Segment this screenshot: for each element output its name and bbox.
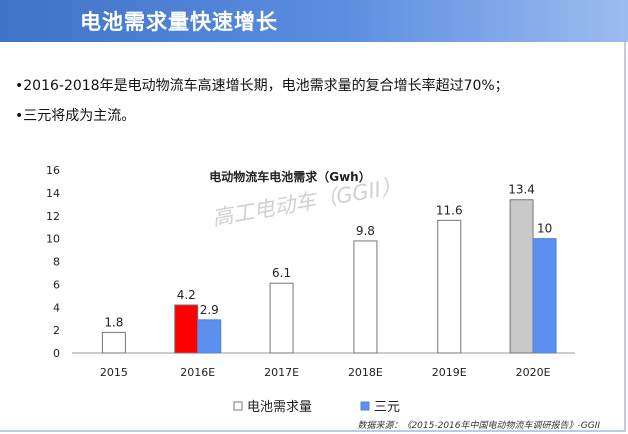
data-label-battery-demand: 1.8 [104, 315, 123, 329]
chart-title: 电动物流车电池需求（Gwh） [209, 169, 370, 184]
data-label-ternary: 2.9 [200, 303, 219, 317]
data-label-battery-demand: 4.2 [177, 288, 196, 302]
bullet-point-2: •三元将成为主流。 [15, 108, 136, 124]
legend-swatch-battery-demand [233, 401, 243, 411]
data-label-battery-demand: 9.8 [356, 224, 375, 238]
x-tick-label: 2018E [348, 366, 383, 379]
page-title: 电池需求量快速增长 [80, 10, 278, 34]
legend-label-ternary: 三元 [374, 400, 400, 415]
x-tick-label: 2017E [264, 366, 299, 379]
y-tick-label: 14 [46, 187, 60, 200]
bar-battery-demand [437, 219, 462, 354]
bar-ternary [197, 319, 222, 354]
data-label-battery-demand: 6.1 [272, 266, 291, 280]
x-tick-label: 2020E [516, 366, 551, 379]
y-tick-label: 4 [53, 301, 60, 314]
header-bar: 电池需求量快速增长 [0, 0, 628, 42]
data-label-battery-demand: 11.6 [436, 203, 463, 217]
y-tick-label: 0 [53, 347, 60, 360]
source-note: 数据来源：《2015-2016年中国电动物流车调研报告》-GGII [357, 420, 600, 431]
data-label-battery-demand: 13.4 [508, 183, 535, 197]
y-tick-label: 12 [46, 210, 60, 223]
y-tick-label: 16 [46, 164, 60, 177]
y-tick-label: 8 [53, 256, 60, 269]
legend-swatch-ternary [360, 401, 370, 411]
legend-label-battery-demand: 电池需求量 [247, 400, 312, 415]
bullet-point-1: •2016-2018年是电动物流车高速增长期，电池需求量的复合增长率超过70%； [15, 78, 509, 94]
x-tick-label: 2015 [100, 366, 128, 379]
content-frame [0, 42, 626, 432]
bar-battery-demand [509, 199, 534, 354]
x-tick-label: 2019E [432, 366, 467, 379]
data-label-ternary: 10 [537, 222, 552, 236]
y-tick-label: 2 [53, 324, 60, 337]
bar-battery-demand [269, 282, 294, 354]
bar-battery-demand [353, 240, 378, 354]
y-tick-label: 6 [53, 278, 60, 291]
y-tick-label: 10 [46, 233, 60, 246]
bar-ternary [532, 238, 557, 354]
bar-battery-demand [174, 304, 199, 354]
x-tick-label: 2016E [180, 366, 215, 379]
bar-battery-demand [101, 331, 126, 354]
